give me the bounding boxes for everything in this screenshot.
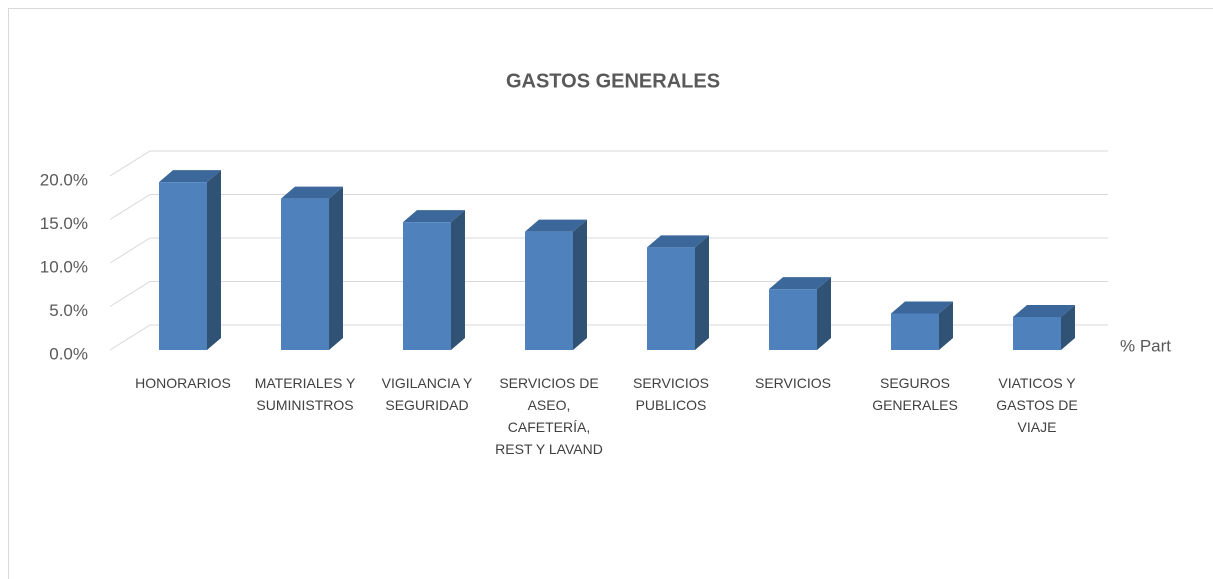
- chart-title: GASTOS GENERALES: [506, 70, 720, 92]
- y-tick-label: 15.0%: [40, 214, 88, 233]
- bar-top: [647, 235, 709, 248]
- bar-front: [281, 198, 329, 350]
- y-tick-label: 5.0%: [49, 301, 88, 320]
- x-tick-label: SEGUROS GENERALES: [872, 375, 958, 413]
- bar-top: [769, 277, 831, 290]
- grid-line: [109, 150, 1108, 177]
- bar-side: [573, 219, 587, 350]
- x-tick-label: SERVICIOS: [755, 375, 831, 391]
- y-tick-label: 20.0%: [40, 170, 88, 189]
- x-tick-label: HONORARIOS: [135, 375, 231, 391]
- bar: [769, 277, 831, 350]
- bar-side: [817, 277, 831, 350]
- bar-front: [891, 313, 939, 350]
- bar: [403, 210, 465, 350]
- y-tick-label: 10.0%: [40, 257, 88, 276]
- bar-top: [281, 186, 343, 199]
- x-tick-label: SERVICIOS DE ASEO, CAFETERÍA, REST Y LAV…: [495, 375, 603, 457]
- bar-side: [695, 235, 709, 350]
- bar: [281, 186, 343, 350]
- bar-side: [329, 186, 343, 350]
- bar-front: [403, 222, 451, 350]
- bar-front: [647, 247, 695, 350]
- x-tick-label: MATERIALES Y SUMINISTROS: [254, 375, 356, 413]
- y-tick-label: 0.0%: [49, 344, 88, 363]
- legend-label: % Part: [1120, 336, 1171, 355]
- bar-front: [1013, 316, 1061, 350]
- bar-top: [403, 210, 465, 223]
- x-tick-label: VIATICOS Y GASTOS DE VIAJE: [996, 375, 1078, 435]
- bar: [1013, 304, 1075, 350]
- bar-front: [525, 231, 573, 350]
- bar: [525, 219, 587, 350]
- bar-front: [769, 289, 817, 350]
- bar-top: [1013, 304, 1075, 317]
- bar: [647, 235, 709, 350]
- bar-front: [159, 182, 207, 350]
- x-tick-label: VIGILANCIA Y SEGURIDAD: [381, 375, 473, 413]
- bar-side: [451, 210, 465, 350]
- bar-side: [939, 301, 953, 350]
- bar-side: [207, 170, 221, 350]
- bar-top: [891, 301, 953, 314]
- bar: [159, 170, 221, 350]
- x-tick-label: SERVICIOS PUBLICOS: [633, 375, 709, 413]
- grid-line: [109, 194, 1108, 220]
- bar-top: [525, 219, 587, 232]
- bar-top: [159, 170, 221, 183]
- bar-side: [1061, 304, 1075, 350]
- bar: [891, 301, 953, 350]
- grid-line: [109, 237, 1108, 264]
